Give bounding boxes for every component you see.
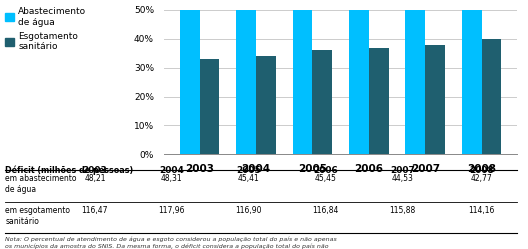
Text: Nota: O percentual de atendimento de água e esgoto considerou a população total : Nota: O percentual de atendimento de águ… [5, 237, 337, 249]
Text: 2008: 2008 [469, 166, 494, 175]
Text: 2006: 2006 [313, 166, 338, 175]
Text: 2003: 2003 [82, 166, 107, 175]
Text: 48,31: 48,31 [161, 174, 183, 183]
Bar [293, 10, 313, 154]
Text: 45,41: 45,41 [238, 174, 259, 183]
Text: 45,45: 45,45 [315, 174, 336, 183]
Legend: Abastecimento
de água, Esgotamento
sanitário: Abastecimento de água, Esgotamento sanit… [5, 7, 86, 52]
Bar [369, 48, 389, 154]
Text: Déficit (milhões de pessoas): Déficit (milhões de pessoas) [5, 166, 134, 175]
Text: 2007: 2007 [390, 166, 414, 175]
Text: 116,47: 116,47 [82, 206, 108, 215]
Text: em abastecimento
de água: em abastecimento de água [5, 174, 77, 194]
Bar [256, 56, 276, 154]
Bar [349, 10, 369, 154]
Text: em esgotamento
sanitário: em esgotamento sanitário [5, 206, 70, 226]
Text: 114,16: 114,16 [468, 206, 495, 215]
Bar [462, 10, 482, 154]
Text: 42,77: 42,77 [471, 174, 493, 183]
Bar [200, 59, 219, 154]
Bar [425, 45, 445, 154]
Text: 2004: 2004 [159, 166, 184, 175]
Text: 116,90: 116,90 [235, 206, 262, 215]
Text: 117,96: 117,96 [158, 206, 185, 215]
Text: 2005: 2005 [236, 166, 261, 175]
Bar [313, 50, 332, 154]
Text: 44,53: 44,53 [391, 174, 413, 183]
Text: 116,84: 116,84 [312, 206, 338, 215]
Bar [482, 39, 502, 154]
Bar [180, 10, 200, 154]
Text: 48,21: 48,21 [84, 174, 106, 183]
Bar [236, 10, 256, 154]
Text: 115,88: 115,88 [389, 206, 416, 215]
Bar [406, 10, 425, 154]
